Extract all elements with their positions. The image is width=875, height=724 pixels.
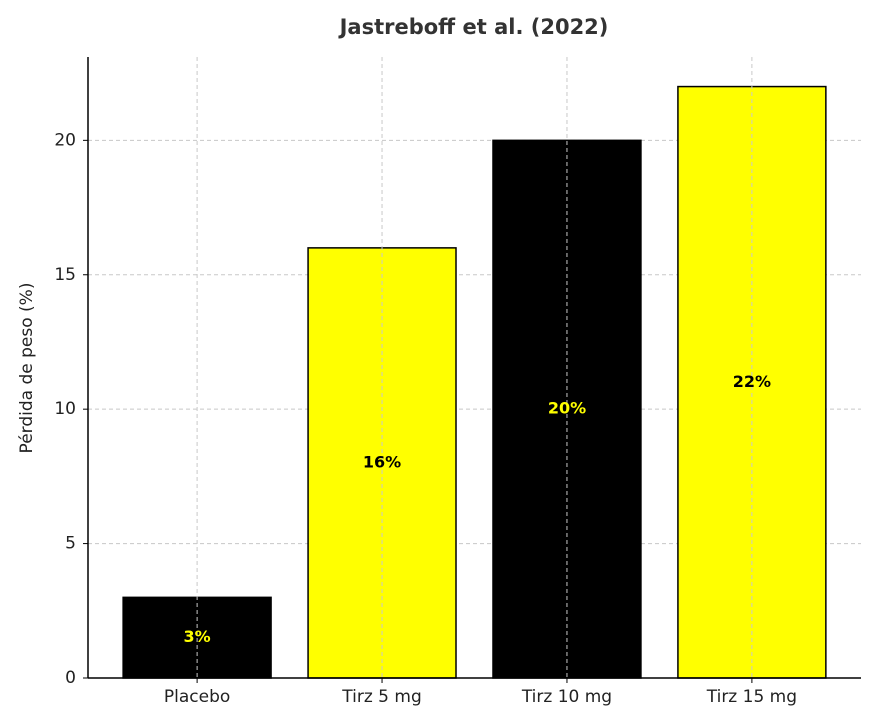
y-tick-label: 20 — [54, 130, 76, 150]
value-label: 20% — [548, 399, 586, 418]
y-tick-label: 15 — [54, 265, 76, 285]
value-label: 3% — [184, 627, 211, 646]
x-tick-label: Tirz 5 mg — [341, 687, 421, 707]
y-tick-label: 0 — [65, 668, 76, 688]
x-tick-label: Tirz 10 mg — [521, 687, 612, 707]
y-tick-label: 5 — [65, 534, 76, 554]
x-tick-label: Placebo — [164, 687, 230, 707]
x-tick-label: Tirz 15 mg — [706, 687, 797, 707]
y-tick-label: 10 — [54, 399, 76, 419]
chart-title: Jastreboff et al. (2022) — [338, 15, 609, 39]
y-axis-label: Pérdida de peso (%) — [17, 283, 37, 454]
value-label: 22% — [733, 372, 771, 391]
value-label: 16% — [363, 452, 401, 471]
